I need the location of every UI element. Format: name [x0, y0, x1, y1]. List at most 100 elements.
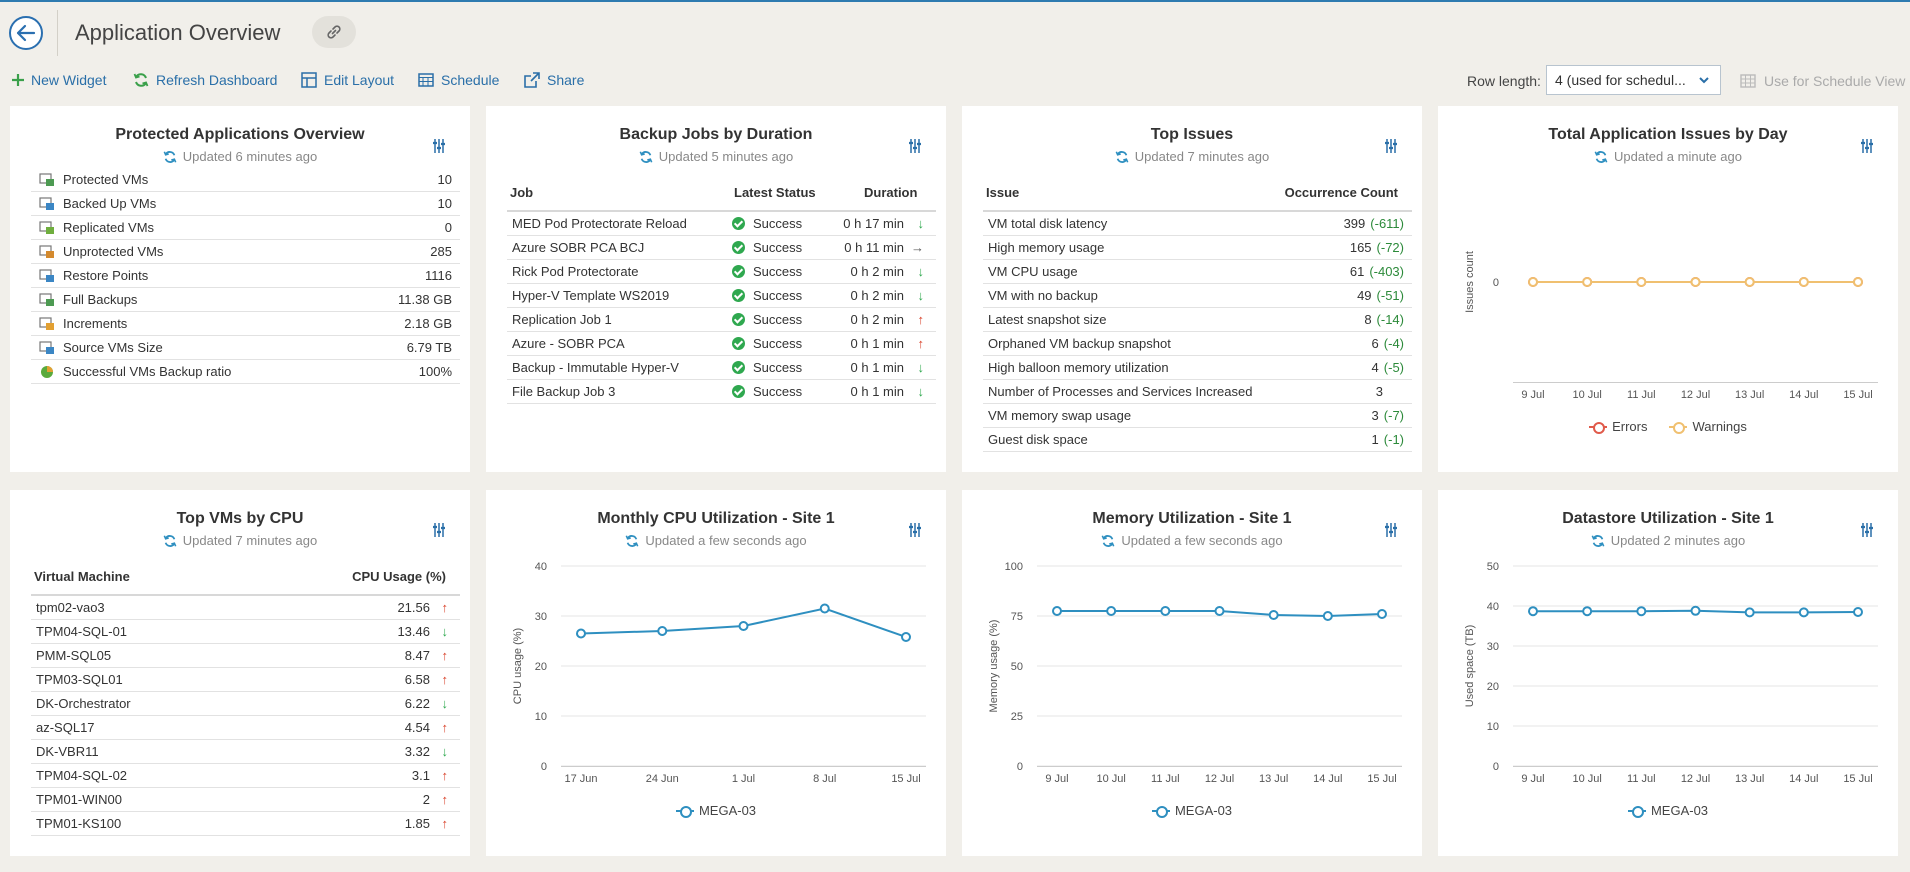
- row-length-select[interactable]: 4 (used for schedul...: [1546, 65, 1721, 95]
- legend-label: MEGA-03: [698, 803, 757, 818]
- job-name: Azure SOBR PCA BCJ: [512, 240, 645, 255]
- data-point[interactable]: [1268, 610, 1279, 620]
- overview-label: Unprotected VMs: [63, 244, 164, 259]
- column-header-issue[interactable]: Issue: [986, 185, 1020, 200]
- legend-item[interactable]: Errors: [1589, 419, 1647, 434]
- table-row[interactable]: Rick Pod Protectorate Success 0 h 2 min ↓: [507, 260, 936, 284]
- use-for-schedule-view-button[interactable]: Use for Schedule View: [1740, 73, 1905, 89]
- data-point[interactable]: [1690, 277, 1701, 287]
- refresh-icon[interactable]: [625, 534, 639, 548]
- data-point[interactable]: [1214, 606, 1225, 616]
- table-row[interactable]: TPM04-SQL-01 13.46 ↓: [31, 620, 460, 644]
- data-point[interactable]: [1528, 606, 1538, 617]
- data-point[interactable]: [1528, 277, 1538, 287]
- table-row[interactable]: TPM01-KS100 1.85 ↑: [31, 812, 460, 836]
- table-row[interactable]: PMM-SQL05 8.47 ↑: [31, 644, 460, 668]
- table-row[interactable]: Number of Processes and Services Increas…: [983, 380, 1412, 404]
- refresh-icon[interactable]: [1594, 150, 1608, 164]
- share-button[interactable]: Share: [524, 72, 584, 88]
- table-row[interactable]: TPM01-WIN00 2 ↑: [31, 788, 460, 812]
- table-row[interactable]: Orphaned VM backup snapshot 6 (-4): [983, 332, 1412, 356]
- data-point[interactable]: [1853, 607, 1863, 617]
- data-point[interactable]: [1582, 606, 1593, 617]
- overview-value: 100%: [418, 364, 452, 379]
- vm-name: PMM-SQL05: [36, 648, 112, 663]
- data-point[interactable]: [657, 626, 668, 636]
- table-row[interactable]: Azure - SOBR PCA Success 0 h 1 min ↑: [507, 332, 936, 356]
- refresh-dashboard-button[interactable]: Refresh Dashboard: [133, 72, 277, 88]
- table-row[interactable]: TPM04-SQL-02 3.1 ↑: [31, 764, 460, 788]
- back-button[interactable]: [9, 16, 43, 50]
- data-point[interactable]: [1582, 277, 1593, 287]
- widget-settings-icon[interactable]: [432, 138, 446, 154]
- column-header-duration[interactable]: Duration: [864, 185, 918, 200]
- refresh-icon[interactable]: [1591, 534, 1605, 548]
- data-point[interactable]: [1377, 609, 1387, 619]
- column-header-occurrence[interactable]: Occurrence Count: [1284, 185, 1398, 200]
- job-duration: 0 h 1 min: [850, 336, 904, 351]
- table-row[interactable]: VM memory swap usage 3 (-7): [983, 404, 1412, 428]
- data-point[interactable]: [1106, 606, 1117, 616]
- table-row[interactable]: Hyper-V Template WS2019 Success 0 h 2 min ↓: [507, 284, 936, 308]
- widget-settings-icon[interactable]: [1860, 138, 1874, 154]
- data-point[interactable]: [1798, 277, 1809, 287]
- refresh-icon[interactable]: [1101, 534, 1115, 548]
- column-header-vm[interactable]: Virtual Machine: [34, 569, 130, 584]
- refresh-icon[interactable]: [639, 150, 653, 164]
- column-header-status[interactable]: Latest Status: [734, 185, 816, 200]
- table-row[interactable]: Azure SOBR PCA BCJ Success 0 h 11 min →: [507, 236, 936, 260]
- table-row[interactable]: DK-Orchestrator 6.22 ↓: [31, 692, 460, 716]
- data-point[interactable]: [738, 621, 749, 631]
- refresh-icon[interactable]: [163, 534, 177, 548]
- table-row[interactable]: az-SQL17 4.54 ↑: [31, 716, 460, 740]
- data-point[interactable]: [1744, 277, 1755, 287]
- copy-link-button[interactable]: [312, 16, 356, 48]
- table-row[interactable]: High balloon memory utilization 4 (-5): [983, 356, 1412, 380]
- column-header-cpu[interactable]: CPU Usage (%): [352, 569, 446, 584]
- new-widget-button[interactable]: New Widget: [12, 72, 106, 88]
- legend-item[interactable]: MEGA-03: [1627, 803, 1708, 818]
- table-row[interactable]: Backup - Immutable Hyper-V Success 0 h 1 m…: [507, 356, 936, 380]
- data-point[interactable]: [1853, 277, 1863, 287]
- data-point[interactable]: [1636, 277, 1647, 287]
- job-status: Success: [732, 384, 802, 399]
- widget-settings-icon[interactable]: [1860, 522, 1874, 538]
- data-point[interactable]: [819, 603, 830, 614]
- column-header-job[interactable]: Job: [510, 185, 534, 200]
- schedule-button[interactable]: Schedule: [418, 72, 499, 88]
- table-row[interactable]: File Backup Job 3 Success 0 h 1 min ↓: [507, 380, 936, 404]
- widget-settings-icon[interactable]: [432, 522, 446, 538]
- refresh-icon[interactable]: [1115, 150, 1129, 164]
- trend-down-icon: ↓: [917, 384, 925, 399]
- table-row[interactable]: Replication Job 1 Success 0 h 2 min ↑: [507, 308, 936, 332]
- data-point[interactable]: [1690, 605, 1701, 616]
- widget-settings-icon[interactable]: [908, 138, 922, 154]
- table-row[interactable]: VM total disk latency 399 (-611): [983, 212, 1412, 236]
- table-row[interactable]: Guest disk space 1 (-1): [983, 428, 1412, 452]
- table-row[interactable]: VM with no backup 49 (-51): [983, 284, 1412, 308]
- data-point[interactable]: [576, 628, 586, 639]
- widget-settings-icon[interactable]: [908, 522, 922, 538]
- refresh-icon[interactable]: [163, 150, 177, 164]
- table-row[interactable]: VM CPU usage 61 (-403): [983, 260, 1412, 284]
- table-row[interactable]: High memory usage 165 (-72): [983, 236, 1412, 260]
- table-row[interactable]: MED Pod Protectorate Reload Success 0 h 17…: [507, 212, 936, 236]
- table-row[interactable]: TPM03-SQL01 6.58 ↑: [31, 668, 460, 692]
- data-point[interactable]: [1798, 607, 1809, 618]
- data-point[interactable]: [1052, 606, 1062, 616]
- table-row[interactable]: Latest snapshot size 8 (-14): [983, 308, 1412, 332]
- data-point[interactable]: [1160, 606, 1171, 616]
- data-point[interactable]: [1322, 611, 1333, 621]
- data-point[interactable]: [1744, 607, 1755, 618]
- table-row[interactable]: DK-VBR11 3.32 ↓: [31, 740, 460, 764]
- widget-settings-icon[interactable]: [1384, 138, 1398, 154]
- data-point[interactable]: [1636, 606, 1647, 617]
- widget-issues-by-day: Total Application Issues by Day Updated …: [1438, 106, 1898, 472]
- widget-settings-icon[interactable]: [1384, 522, 1398, 538]
- legend-item[interactable]: Warnings: [1669, 419, 1747, 434]
- table-row[interactable]: tpm02-vao3 21.56 ↑: [31, 596, 460, 620]
- edit-layout-button[interactable]: Edit Layout: [301, 72, 394, 88]
- data-point[interactable]: [901, 632, 911, 642]
- legend-item[interactable]: MEGA-03: [675, 803, 757, 818]
- legend-item[interactable]: MEGA-03: [1151, 803, 1232, 818]
